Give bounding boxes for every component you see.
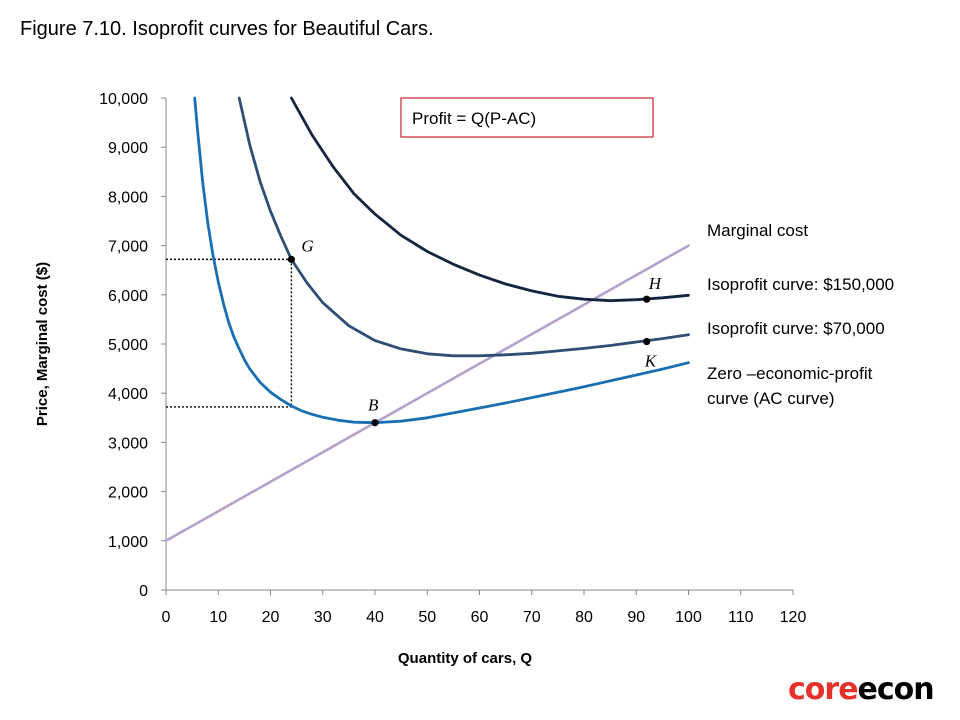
- y-tick-label: 9,000: [108, 140, 148, 157]
- y-tick-label: 8,000: [108, 189, 148, 206]
- x-tick-label: 120: [780, 609, 807, 626]
- point-b: [371, 419, 379, 427]
- y-tick-label: 2,000: [108, 485, 148, 502]
- figure-title: Figure 7.10. Isoprofit curves for Beauti…: [20, 18, 434, 40]
- label-isoprofit-70000: Isoprofit curve: $70,000: [707, 319, 885, 338]
- point-label-g: G: [301, 236, 313, 255]
- point-label-b: B: [368, 396, 379, 415]
- label-isoprofit-150000: Isoprofit curve: $150,000: [707, 275, 894, 294]
- x-tick-label: 50: [418, 609, 436, 626]
- point-k: [643, 337, 651, 346]
- isoprofit-70000-curve: [237, 96, 690, 358]
- label-zero-profit-line2: curve (AC curve): [707, 389, 835, 408]
- x-tick-label: 10: [209, 609, 227, 626]
- y-tick-label: 3,000: [108, 435, 148, 452]
- y-tick-label: 1,000: [108, 534, 148, 551]
- y-tick-label: 0: [139, 583, 148, 600]
- coreecon-logo: coreecon: [788, 672, 935, 707]
- point-label-k: K: [644, 352, 658, 371]
- axes-layer: 0 1,000 2,000 3,000 4,000 5,000 6,000 7,000 8,00…: [99, 91, 806, 626]
- x-tick-label: 110: [728, 609, 754, 626]
- marginal-cost-line: [164, 244, 690, 543]
- x-tick-label: 40: [366, 609, 384, 626]
- y-tick-label: 5,000: [108, 337, 148, 354]
- callout-border: [400, 97, 654, 138]
- label-marginal-cost: Marginal cost: [707, 221, 808, 240]
- point-label-h: H: [648, 274, 663, 293]
- x-tick-label: 0: [162, 609, 171, 626]
- x-tick-label: 70: [523, 609, 541, 626]
- x-tick-label: 90: [627, 609, 645, 626]
- curves-layer: [164, 96, 690, 543]
- x-tick-label: 100: [675, 609, 702, 626]
- x-axis-label: Quantity of cars, Q: [398, 650, 533, 667]
- y-tick-label: 6,000: [108, 288, 148, 305]
- callout-text: Profit = Q(P-AC): [412, 109, 536, 128]
- point-h: [643, 295, 651, 303]
- points-layer: G B H K: [287, 236, 663, 427]
- x-tick-label: 30: [314, 609, 332, 626]
- x-tick-label: 60: [471, 609, 489, 626]
- series-labels: Marginal cost Isoprofit curve: $150,000 …: [707, 221, 894, 408]
- x-tick-label: 80: [575, 609, 593, 626]
- callout-box: Profit = Q(P-AC): [400, 97, 654, 138]
- isoprofit-150000-curve: [289, 96, 690, 303]
- y-axis-label: Price, Marginal cost ($): [34, 262, 51, 426]
- zero-profit-curve: [193, 96, 690, 425]
- y-tick-label: 10,000: [99, 91, 148, 108]
- x-tick-label: 20: [262, 609, 280, 626]
- y-tick-label: 4,000: [108, 386, 148, 403]
- label-zero-profit-line1: Zero –economic-profit: [707, 364, 873, 383]
- point-g: [287, 255, 295, 263]
- y-tick-label: 7,000: [108, 239, 148, 256]
